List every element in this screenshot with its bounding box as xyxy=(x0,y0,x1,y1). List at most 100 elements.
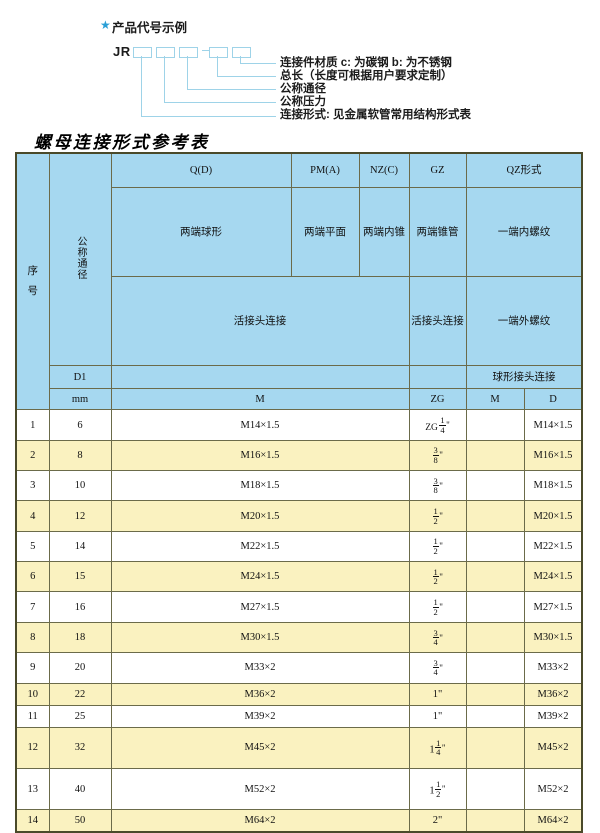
header-unit-zg-gz: ZG xyxy=(408,388,467,411)
cell-gz-zg: 2" xyxy=(408,809,467,833)
annotation-nominal-pressure: 公称压力 xyxy=(280,96,326,108)
header-row3-gz: 活接头连接 xyxy=(408,276,467,367)
cell-sequence: 2 xyxy=(15,439,50,472)
cell-qz-m xyxy=(465,470,525,502)
header-row-desc2: 活接头连接 活接头连接 一端外螺纹 一端锥管螺纹接头 xyxy=(16,276,583,367)
cell-sequence: 6 xyxy=(15,561,50,593)
cell-gz-zg: 1 2 " xyxy=(408,530,467,563)
cell-qz-m xyxy=(465,704,525,728)
cell-thread-m: M64×2 xyxy=(110,809,410,833)
cell-nominal-diameter: 20 xyxy=(48,652,112,684)
code-box-5 xyxy=(232,47,251,58)
cell-gz-zg: 3 4 " xyxy=(408,652,467,684)
cell-nominal-diameter: 6 xyxy=(48,409,112,441)
cell-sequence: 5 xyxy=(15,530,50,563)
header-row4-gz xyxy=(408,365,467,390)
code-box-2 xyxy=(156,47,175,58)
cell-nominal-diameter: 15 xyxy=(48,561,112,593)
cell-sequence: 14 xyxy=(15,809,50,833)
cell-nominal-diameter: 22 xyxy=(48,682,112,706)
cell-qz-m xyxy=(465,682,525,706)
code-box-3 xyxy=(179,47,198,58)
cell-qz-d: M27×1.5 xyxy=(523,591,583,623)
product-code-diagram: ★ 产品代号示例 JR 连接件材质 c: 为碳钢 b: 为不锈钢 总长（长度可根… xyxy=(0,0,600,126)
cell-sequence: 3 xyxy=(15,470,50,502)
cell-thread-m: M45×2 xyxy=(110,726,410,769)
seq-label-line1: 序 xyxy=(27,265,39,277)
header-row3-qz: 一端外螺纹 xyxy=(465,276,583,367)
cell-qz-d: M64×2 xyxy=(523,809,583,833)
cell-thread-m: M16×1.5 xyxy=(110,439,410,472)
cell-thread-m: M24×1.5 xyxy=(110,561,410,593)
cell-gz-zg: 1 2 " xyxy=(408,561,467,593)
leader-line-5-vertical xyxy=(141,56,142,116)
header-group-code-qz: QZ形式 xyxy=(465,152,583,189)
header-group-code-pma: PM(A) xyxy=(290,152,360,189)
cell-qz-d: M52×2 xyxy=(523,767,583,811)
header-row-code: 序 号 公称通径 Q(D) PM(A) NZ(C) GZ QZ形式 QG形式 xyxy=(15,152,583,411)
header-group-code-qd: Q(D) xyxy=(110,152,292,189)
cell-gz-zg: ZG 1 4 " xyxy=(408,409,467,441)
nut-connection-spec-table: 序 号 公称通径 Q(D) PM(A) NZ(C) GZ QZ形式 QG形式 两… xyxy=(15,152,583,833)
cell-qz-m xyxy=(465,561,525,593)
header-unit-mm: mm xyxy=(48,388,112,411)
header-desc-pma: 两端平面 xyxy=(290,187,360,278)
cell-sequence: 10 xyxy=(15,682,50,706)
cell-qz-d: M33×2 xyxy=(523,652,583,684)
code-box-4 xyxy=(209,47,228,58)
leader-line-3-horizontal xyxy=(187,89,276,90)
header-group-code-nzc: NZ(C) xyxy=(358,152,410,189)
cell-sequence: 12 xyxy=(15,726,50,769)
cell-sequence: 7 xyxy=(15,591,50,623)
cell-qz-d: M22×1.5 xyxy=(523,530,583,563)
cell-qz-d: M18×1.5 xyxy=(523,470,583,502)
cell-thread-m: M27×1.5 xyxy=(110,591,410,623)
cell-sequence: 1 xyxy=(15,409,50,441)
cell-nominal-diameter: 14 xyxy=(48,530,112,563)
leader-line-4-horizontal xyxy=(164,102,276,103)
cell-gz-zg: 1" xyxy=(408,704,467,728)
table-body: 16M14×1.5ZG14"M14×1.5M14×1.514"28M16×1.5… xyxy=(15,409,583,833)
cell-sequence: 11 xyxy=(15,704,50,728)
header-row-desc3: D1 球形接头连接 连接 xyxy=(16,365,583,390)
cell-gz-zg: 1 2 " xyxy=(408,591,467,623)
header-desc-qz: 一端内螺纹 xyxy=(465,187,583,278)
seq-label-line2: 号 xyxy=(27,285,39,297)
annotation-nominal-diameter: 公称通径 xyxy=(280,83,326,95)
cell-nominal-diameter: 18 xyxy=(48,621,112,654)
cell-qz-d: M30×1.5 xyxy=(523,621,583,654)
header-desc-nzc: 两端内锥 xyxy=(358,187,410,278)
cell-qz-d: M24×1.5 xyxy=(523,561,583,593)
cell-qz-d: M14×1.5 xyxy=(523,409,583,441)
code-prefix-label: JR xyxy=(113,44,131,59)
cell-qz-d: M36×2 xyxy=(523,682,583,706)
header-group-code-gz: GZ xyxy=(408,152,467,189)
cell-qz-m xyxy=(465,409,525,441)
cell-gz-zg: 3 4 " xyxy=(408,621,467,654)
cell-qz-d: M45×2 xyxy=(523,726,583,769)
header-row4-qz: 球形接头连接 xyxy=(465,365,583,390)
header-sequence: 序 号 xyxy=(15,152,50,411)
cell-qz-d: M39×2 xyxy=(523,704,583,728)
header-row-units: mm M ZG M D MZG xyxy=(16,388,583,411)
star-icon: ★ xyxy=(100,18,111,32)
cell-gz-zg: 1 1 2 " xyxy=(408,767,467,811)
cell-thread-m: M14×1.5 xyxy=(110,409,410,441)
cell-thread-m: M52×2 xyxy=(110,767,410,811)
cell-gz-zg: 1" xyxy=(408,682,467,706)
header-row3-qpmnz: 活接头连接 xyxy=(110,276,410,367)
leader-line-3-vertical xyxy=(187,56,188,89)
cell-qz-m xyxy=(465,530,525,563)
cell-qz-m xyxy=(465,439,525,472)
